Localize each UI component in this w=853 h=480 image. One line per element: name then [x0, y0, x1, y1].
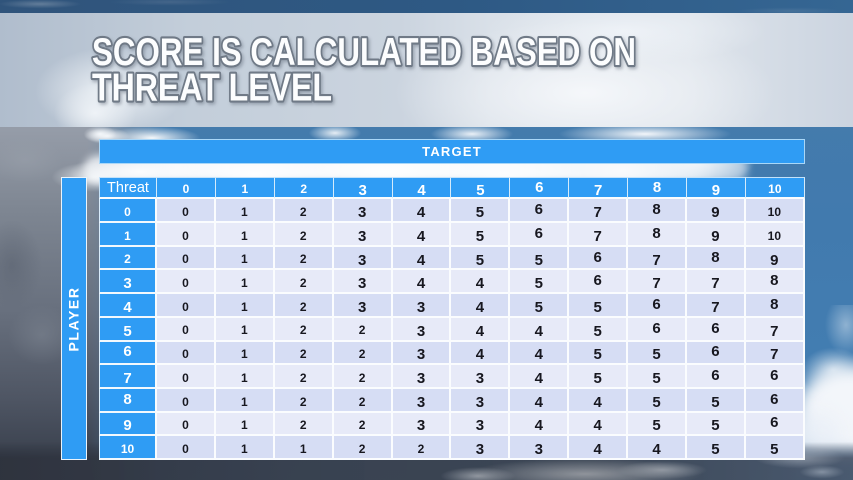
svg-text:THREAT LEVEL: THREAT LEVEL [92, 67, 332, 110]
svg-text:SCORE IS CALCULATED BASED ON: SCORE IS CALCULATED BASED ON [92, 31, 636, 74]
